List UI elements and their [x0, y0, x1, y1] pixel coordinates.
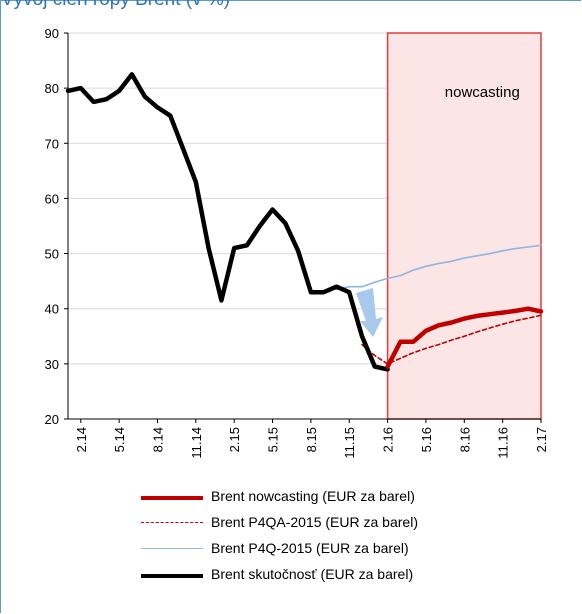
legend-label: Brent nowcasting (EUR za barel)	[211, 488, 415, 504]
x-axis-tick-labels: 2.14 5.14 8.14 11.14 2.15 5.15 8.15 11.15 2.16 5.…	[74, 427, 549, 459]
y-tick-label: 30	[45, 357, 59, 372]
series-lines	[65, 72, 544, 372]
annotations: nowcasting	[356, 84, 520, 337]
y-tick-label: 80	[45, 81, 59, 96]
x-tick-label: 8.14	[150, 427, 165, 452]
x-tick-label: 11.14	[189, 427, 204, 459]
legend-swatch	[141, 522, 203, 523]
x-tick-label: 11.16	[496, 427, 511, 459]
x-tick-label: 2.16	[381, 427, 396, 452]
line-chart: 20 30 40 50 60 70 80 90 2.14 5.14 8.14 11.14 2.15 5.…	[45, 26, 549, 459]
down-arrow-icon	[356, 288, 383, 337]
legend-label: Brent P4QA-2015 (EUR za barel)	[211, 514, 418, 530]
legend-swatch	[141, 548, 203, 549]
legend-label: Brent skutočnosť (EUR za barel)	[211, 566, 414, 582]
y-tick-label: 60	[45, 191, 59, 206]
x-tick-label: 5.15	[266, 427, 281, 452]
axes	[64, 32, 542, 423]
y-tick-label: 70	[45, 136, 59, 151]
y-tick-label: 40	[45, 302, 59, 317]
y-tick-label: 20	[45, 412, 59, 427]
y-tick-label: 50	[45, 247, 59, 262]
nowcasting-label: nowcasting	[445, 84, 520, 101]
y-axis-tick-labels: 20 30 40 50 60 70 80 90	[45, 26, 59, 427]
legend-swatch	[141, 496, 203, 500]
series-line-2	[335, 244, 542, 291]
legend-swatch	[141, 574, 203, 578]
x-tick-label: 5.14	[112, 427, 127, 452]
x-tick-label: 8.15	[304, 427, 319, 452]
legend-label: Brent P4Q-2015 (EUR za barel)	[211, 540, 409, 556]
series-line-0	[385, 306, 544, 369]
nowcasting-box	[386, 32, 542, 420]
x-tick-label: 2.14	[74, 427, 89, 452]
x-tick-label: 11.15	[342, 427, 357, 459]
chart-header-title: Vývoj cien ropy Brent (v %)	[1, 0, 230, 11]
x-tick-label: 2.17	[534, 427, 549, 452]
x-tick-label: 8.16	[457, 427, 472, 452]
x-tick-label: 2.15	[227, 427, 242, 452]
y-tick-label: 90	[45, 26, 59, 41]
series-line-3	[65, 72, 390, 372]
x-tick-label: 5.16	[419, 427, 434, 452]
nowcasting-region	[386, 32, 542, 420]
